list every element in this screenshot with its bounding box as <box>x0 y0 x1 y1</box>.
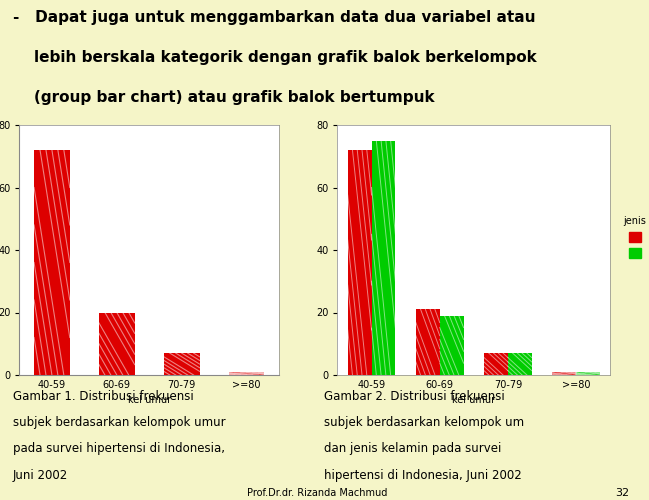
Text: (group bar chart) atau grafik balok bertumpuk: (group bar chart) atau grafik balok bert… <box>13 90 435 106</box>
Text: dan jenis kelamin pada survei: dan jenis kelamin pada survei <box>324 442 502 456</box>
X-axis label: kel umur: kel umur <box>128 396 171 406</box>
Text: subjek berdasarkan kelompok umur: subjek berdasarkan kelompok umur <box>13 416 226 429</box>
Bar <box>99 312 135 375</box>
Text: Juni 2002: Juni 2002 <box>13 469 68 482</box>
X-axis label: kel umur: kel umur <box>452 396 495 406</box>
Text: lebih berskala kategorik dengan grafik balok berkelompok: lebih berskala kategorik dengan grafik b… <box>13 50 537 65</box>
Bar <box>164 353 200 375</box>
Bar <box>552 372 576 375</box>
Text: Prof.Dr.dr. Rizanda Machmud: Prof.Dr.dr. Rizanda Machmud <box>247 488 387 498</box>
Text: Gambar 1. Distribusi frekuensi: Gambar 1. Distribusi frekuensi <box>13 390 194 402</box>
Bar <box>229 372 265 375</box>
Text: -   Dapat juga untuk menggambarkan data dua variabel atau: - Dapat juga untuk menggambarkan data du… <box>13 10 535 24</box>
Text: pada survei hipertensi di Indonesia,: pada survei hipertensi di Indonesia, <box>13 442 225 456</box>
Bar <box>371 140 395 375</box>
Bar <box>440 316 463 375</box>
Bar <box>34 150 70 375</box>
Text: subjek berdasarkan kelompok um: subjek berdasarkan kelompok um <box>324 416 524 429</box>
Text: hipertensi di Indonesia, Juni 2002: hipertensi di Indonesia, Juni 2002 <box>324 469 522 482</box>
Bar <box>576 372 600 375</box>
Legend: wanita, pria: wanita, pria <box>620 214 649 262</box>
Text: Gambar 2. Distribusi frekuensi: Gambar 2. Distribusi frekuensi <box>324 390 506 402</box>
Bar <box>484 353 508 375</box>
Bar <box>348 150 371 375</box>
Text: 32: 32 <box>615 488 630 498</box>
Bar <box>416 310 440 375</box>
Bar <box>508 353 532 375</box>
